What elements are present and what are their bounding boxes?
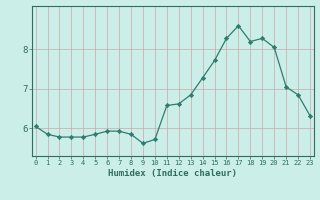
X-axis label: Humidex (Indice chaleur): Humidex (Indice chaleur) bbox=[108, 169, 237, 178]
